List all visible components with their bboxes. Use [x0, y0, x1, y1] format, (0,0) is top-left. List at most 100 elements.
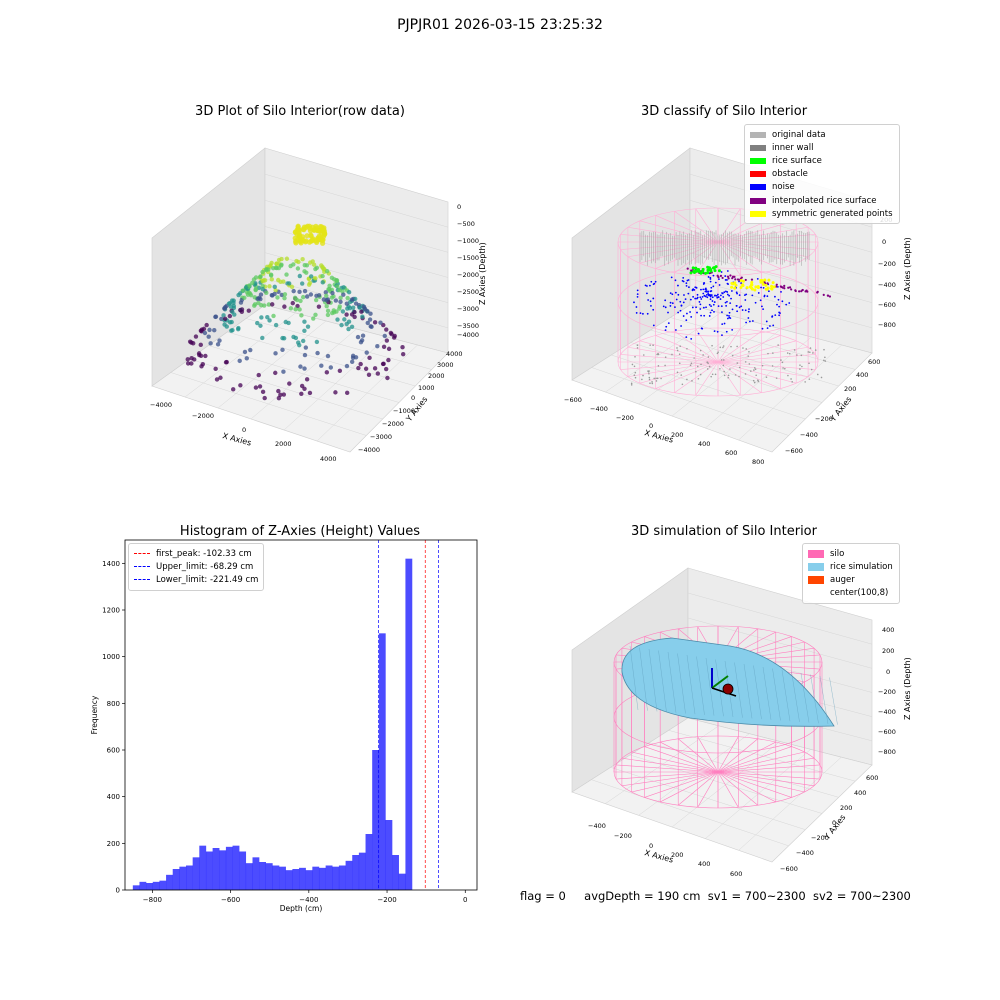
raw-point — [255, 296, 261, 302]
original-point — [767, 352, 769, 355]
raw-point — [295, 226, 302, 233]
raw-point — [333, 390, 338, 395]
symmetric-point — [741, 283, 745, 287]
noise-point — [679, 309, 682, 312]
raw-point — [325, 353, 331, 359]
interpolated-point — [801, 289, 804, 292]
legend-label: silo — [830, 548, 845, 559]
raw-x-tick: −4000 — [150, 401, 172, 409]
noise-point — [671, 293, 674, 296]
legend-item: silo — [808, 547, 893, 560]
original-point — [727, 376, 730, 379]
noise-point — [662, 305, 665, 308]
histogram-bar — [225, 846, 233, 890]
noise-point — [751, 320, 754, 322]
raw-point — [279, 262, 284, 267]
silo-roof-spoke — [627, 226, 719, 243]
noise-point — [669, 305, 672, 307]
legend-label: Upper_limit: -68.29 cm — [156, 561, 254, 572]
original-point — [788, 352, 791, 355]
symmetric-point — [767, 278, 771, 282]
noise-point — [670, 276, 673, 279]
interpolated-point — [826, 294, 829, 297]
raw-point — [307, 390, 313, 396]
noise-point — [741, 309, 744, 311]
noise-point — [762, 308, 765, 311]
noise-point — [695, 306, 697, 309]
classify-plot-grid — [591, 173, 873, 441]
original-point — [729, 368, 731, 370]
silo-roof-spoke — [655, 215, 719, 243]
noise-point — [756, 278, 759, 280]
raw-point — [268, 273, 274, 278]
histogram-bar — [358, 852, 366, 890]
original-point — [664, 364, 666, 367]
raw-y-tick: −3000 — [370, 433, 392, 441]
raw-point — [353, 296, 358, 302]
raw-point — [264, 267, 269, 273]
legend-label: auger — [830, 574, 855, 585]
symmetric-point — [772, 285, 776, 289]
original-point — [823, 359, 825, 362]
raw-point — [275, 295, 280, 300]
noise-point — [707, 292, 710, 295]
original-point — [657, 352, 659, 355]
original-point — [699, 349, 702, 352]
noise-point — [713, 301, 716, 303]
histogram-bar — [352, 855, 360, 890]
raw-point — [337, 368, 343, 374]
raw-point — [213, 366, 218, 372]
raw-point — [260, 283, 265, 289]
silo-roof-spoke — [655, 241, 719, 269]
noise-point — [705, 306, 707, 309]
raw-point — [297, 289, 302, 295]
original-point — [749, 370, 752, 372]
noise-point — [757, 292, 760, 294]
noise-point — [685, 319, 688, 322]
grid-line — [689, 200, 873, 253]
noise-point — [763, 295, 766, 298]
raw-point — [349, 359, 355, 364]
classify-z-tick: 0 — [882, 238, 886, 246]
original-point — [824, 356, 826, 359]
noise-point — [727, 283, 729, 286]
raw-point — [300, 256, 305, 262]
noise-point — [636, 293, 639, 296]
grid-line — [316, 344, 418, 442]
raw-point — [260, 269, 265, 275]
raw-point — [213, 314, 218, 320]
original-point — [696, 365, 699, 368]
raw-point — [264, 290, 269, 296]
silo-floor-spoke — [615, 764, 719, 773]
noise-point — [726, 317, 729, 320]
histogram-bar — [132, 885, 140, 890]
raw-point — [349, 324, 355, 329]
original-point — [808, 362, 810, 365]
raw-point — [290, 300, 295, 306]
raw-x-tick: 2000 — [275, 440, 292, 448]
original-point — [771, 365, 774, 367]
noise-point — [711, 300, 714, 302]
raw-point — [281, 369, 286, 374]
noise-point — [731, 308, 734, 311]
raw-point — [338, 295, 343, 301]
raw-y-tick: 0 — [411, 394, 415, 402]
original-point — [686, 378, 688, 381]
legend-label: Lower_limit: -221.49 cm — [156, 574, 259, 585]
legend-swatch — [808, 549, 824, 558]
silo-floor-spoke — [717, 361, 781, 389]
simulation-z-tick: 200 — [882, 647, 894, 655]
silo-floor-spoke — [678, 771, 719, 806]
noise-point — [667, 322, 670, 324]
noise-point — [671, 302, 674, 305]
histogram-bar — [338, 865, 346, 890]
raw-point — [323, 290, 329, 295]
noise-point — [687, 279, 690, 281]
noise-point — [649, 284, 651, 287]
noise-point — [738, 294, 741, 297]
raw-point — [327, 283, 332, 289]
noise-point — [709, 295, 712, 298]
status-flag: flag = 0 — [520, 889, 566, 903]
noise-point — [690, 337, 693, 340]
simulation-3d-plot: −400 −200 0 200 400 600 X Axies −600 −40… — [571, 567, 912, 878]
